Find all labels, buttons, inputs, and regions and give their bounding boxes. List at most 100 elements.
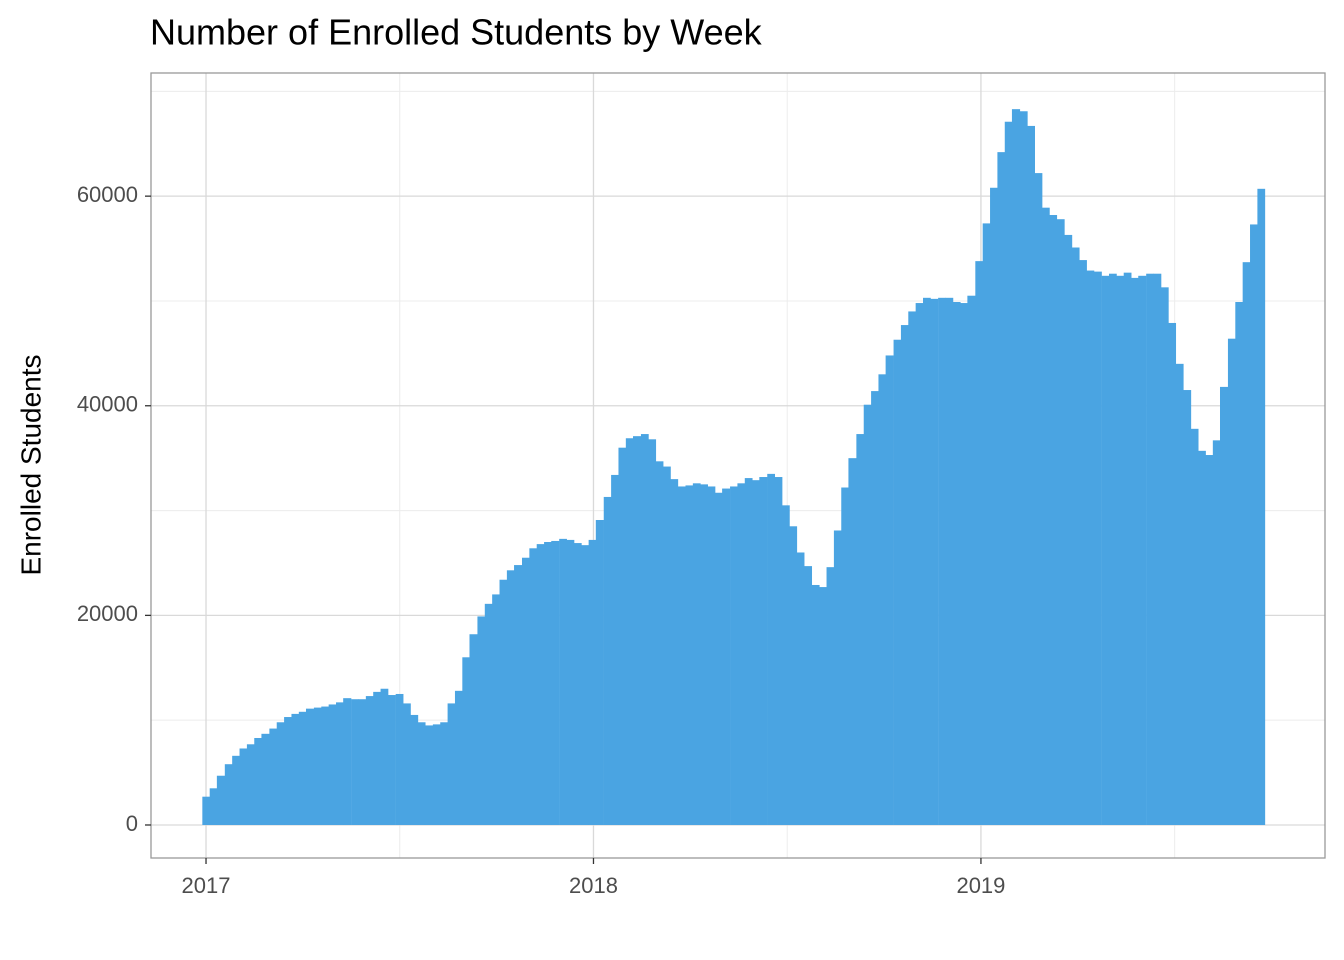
bar: [752, 480, 760, 825]
bar: [536, 544, 545, 825]
bar: [982, 223, 991, 825]
bar: [856, 434, 865, 825]
chart-title: Number of Enrolled Students by Week: [150, 12, 763, 53]
bar: [1138, 275, 1147, 825]
bar: [469, 634, 478, 825]
bar: [603, 496, 612, 825]
bar: [923, 297, 931, 825]
bar: [581, 545, 590, 825]
bar: [551, 540, 560, 825]
bar: [365, 696, 374, 825]
bar: [1049, 215, 1058, 825]
bar: [566, 539, 575, 825]
bar: [1198, 450, 1206, 825]
bar: [677, 486, 686, 825]
bar: [767, 473, 776, 825]
bar: [625, 438, 634, 825]
bar: [1250, 224, 1258, 825]
bar: [432, 724, 441, 825]
bar: [1108, 273, 1117, 825]
bar: [967, 295, 976, 825]
bar: [1257, 188, 1266, 825]
bar: [945, 297, 954, 825]
bar: [841, 487, 850, 825]
bar: [321, 706, 330, 825]
bar: [521, 557, 530, 825]
bar: [417, 722, 426, 825]
bar: [759, 477, 768, 825]
bar: [714, 492, 723, 825]
bar: [774, 477, 783, 825]
bar: [1004, 121, 1013, 825]
bar: [648, 439, 657, 825]
bar: [692, 483, 701, 825]
bar: [328, 704, 337, 825]
bar: [313, 707, 322, 825]
bar: [663, 466, 671, 825]
bar: [997, 152, 1006, 825]
bar: [573, 543, 582, 825]
bar: [700, 484, 708, 825]
bar: [544, 542, 552, 825]
bar: [410, 714, 419, 825]
bar: [789, 526, 798, 825]
bar: [1034, 173, 1043, 825]
bar: [848, 458, 857, 825]
x-tick-label: 2019: [956, 873, 1005, 898]
bar: [744, 478, 753, 825]
bar: [1011, 109, 1021, 825]
bar: [1093, 271, 1102, 825]
bar: [343, 698, 352, 825]
x-tick-label: 2017: [182, 873, 231, 898]
y-tick-label: 60000: [77, 182, 138, 207]
bar: [1160, 287, 1169, 825]
bar: [833, 530, 842, 825]
bar: [284, 717, 292, 825]
bar: [685, 485, 694, 825]
bar: [1041, 207, 1050, 825]
bar: [403, 703, 411, 825]
bar: [990, 187, 998, 825]
bar: [462, 657, 471, 825]
bar: [454, 690, 463, 825]
bar: [618, 447, 627, 825]
bar: [1227, 338, 1236, 825]
bar: [1153, 273, 1162, 825]
bar: [440, 722, 448, 825]
bar: [707, 486, 716, 825]
bar: [492, 594, 500, 825]
bar: [885, 355, 894, 825]
bar: [1056, 219, 1065, 825]
bar: [908, 311, 917, 825]
bar: [1212, 440, 1221, 825]
bar: [803, 566, 813, 825]
bar: [298, 711, 307, 825]
bar: [246, 744, 255, 825]
bar: [863, 404, 872, 825]
y-tick-label: 40000: [77, 392, 138, 417]
bar: [336, 702, 344, 825]
bar: [952, 302, 961, 825]
bar: [640, 434, 649, 825]
bar: [1079, 260, 1087, 825]
y-tick-label: 0: [126, 811, 138, 836]
bar: [1131, 277, 1139, 825]
bar: [1101, 275, 1110, 825]
bar: [499, 579, 508, 825]
bar: [930, 298, 939, 825]
panel-border: [150, 72, 1326, 859]
bar: [484, 603, 493, 825]
bar: [1242, 262, 1251, 825]
bar: [730, 486, 738, 825]
bar: [395, 693, 404, 825]
bar: [305, 708, 315, 825]
bar: [1205, 455, 1214, 825]
bar: [1071, 247, 1080, 825]
bar: [529, 548, 538, 825]
bar: [387, 695, 396, 825]
bar: [1146, 273, 1154, 825]
bar: [1027, 125, 1035, 825]
bar: [611, 474, 619, 825]
bar: [477, 616, 486, 825]
